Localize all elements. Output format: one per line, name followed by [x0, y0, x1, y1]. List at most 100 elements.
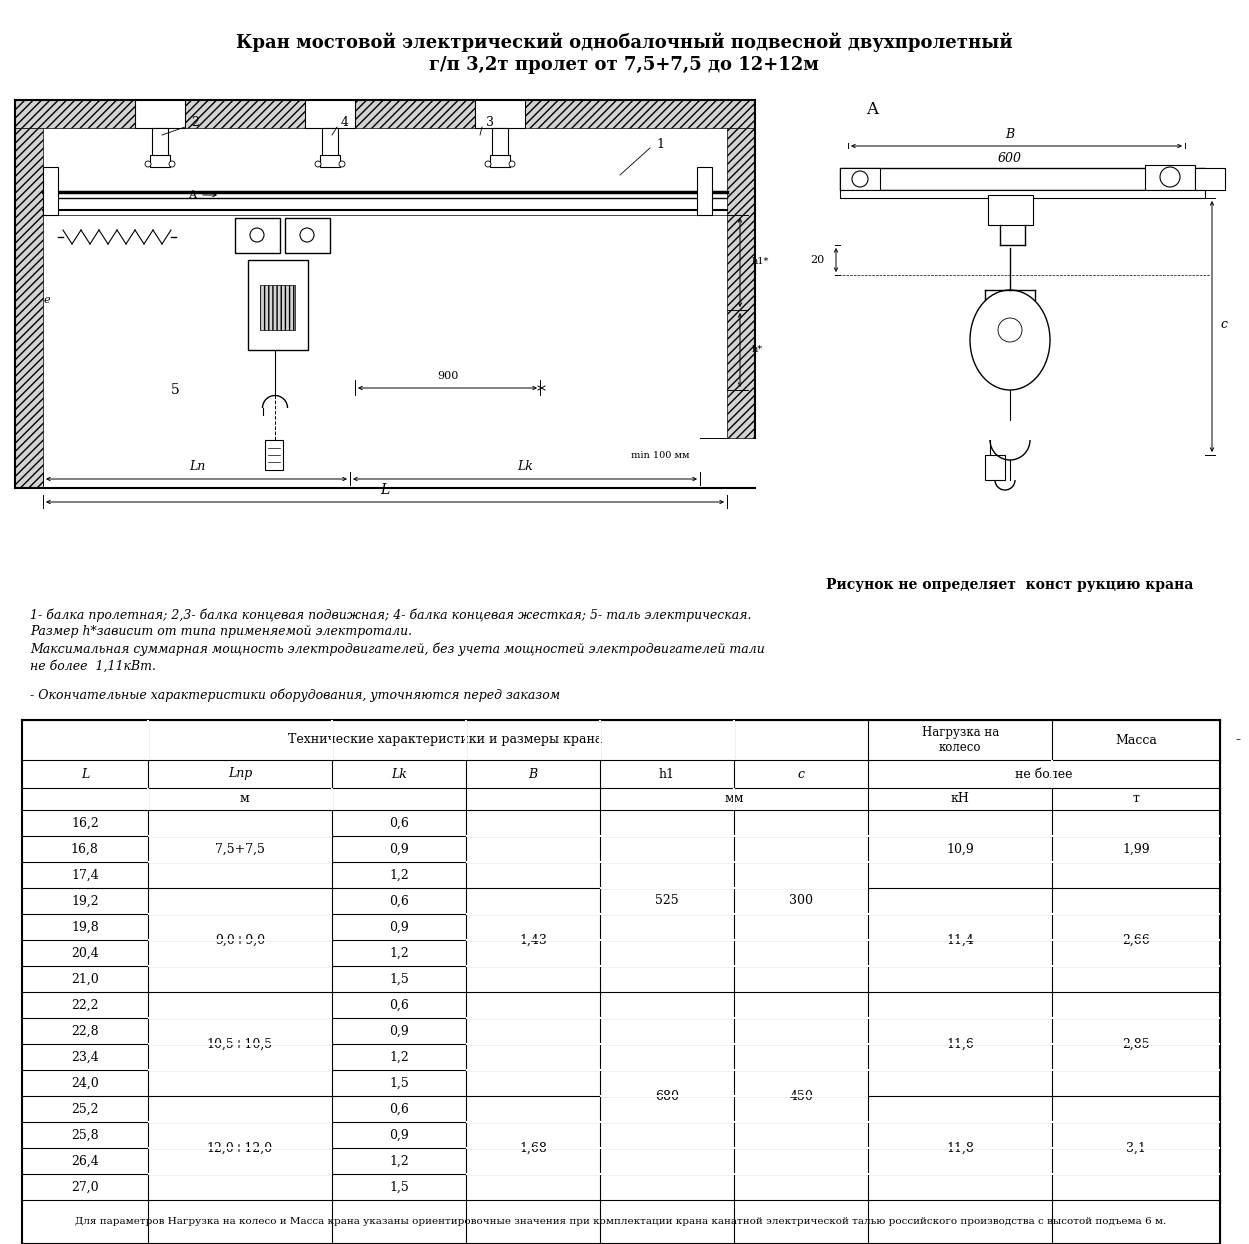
- Text: 1,2: 1,2: [390, 868, 408, 882]
- Text: Масса: Масса: [1115, 734, 1157, 746]
- Text: м: м: [239, 792, 249, 806]
- Text: Размер h*зависит от типа применяемой электротали.: Размер h*зависит от типа применяемой эле…: [30, 626, 412, 638]
- Text: min 100 мм: min 100 мм: [631, 452, 689, 460]
- Text: Lk: Lk: [517, 460, 533, 474]
- Bar: [841, 168, 1205, 190]
- Text: Кран мостовой электрический однобалочный подвесной двухпролетный: Кран мостовой электрический однобалочный…: [236, 32, 1012, 52]
- Text: 19,8: 19,8: [71, 921, 99, 933]
- Text: 25,2: 25,2: [71, 1102, 99, 1116]
- Bar: [15, 128, 42, 488]
- Text: кН: кН: [950, 792, 969, 806]
- Text: г/п 3,2т пролет от 7,5+7,5 до 12+12м: г/п 3,2т пролет от 7,5+7,5 до 12+12м: [430, 56, 819, 73]
- Text: 1,5: 1,5: [390, 1181, 408, 1193]
- Bar: [727, 128, 754, 438]
- Bar: [320, 156, 340, 167]
- Circle shape: [1160, 167, 1180, 187]
- Text: 1,68: 1,68: [520, 1142, 547, 1154]
- Text: 1,5: 1,5: [390, 1076, 408, 1090]
- Text: 0,9: 0,9: [390, 842, 408, 856]
- Text: 1,2: 1,2: [390, 1050, 408, 1064]
- Text: 20,4: 20,4: [71, 947, 99, 959]
- Text: h*: h*: [752, 346, 763, 355]
- Text: 24,0: 24,0: [71, 1076, 99, 1090]
- Text: -: -: [1235, 733, 1240, 746]
- Text: c: c: [1220, 318, 1227, 331]
- Text: 9,0+9,0: 9,0+9,0: [215, 933, 265, 947]
- Text: 10,5+10,5: 10,5+10,5: [207, 1037, 272, 1050]
- Text: 3,1: 3,1: [1127, 1142, 1147, 1154]
- Bar: [305, 100, 355, 128]
- Bar: [135, 100, 185, 128]
- Bar: [42, 167, 57, 215]
- Text: т: т: [1133, 792, 1139, 806]
- Text: 17,4: 17,4: [71, 868, 99, 882]
- Text: 0,9: 0,9: [390, 921, 408, 933]
- Circle shape: [145, 160, 151, 167]
- Text: 1,2: 1,2: [390, 1154, 408, 1168]
- Text: A: A: [189, 190, 196, 200]
- Text: 1,99: 1,99: [1123, 842, 1150, 856]
- Text: 22,2: 22,2: [71, 999, 99, 1011]
- Text: h1*: h1*: [752, 258, 769, 266]
- Text: B: B: [1005, 128, 1014, 142]
- Text: 4: 4: [341, 117, 348, 129]
- Text: 0,6: 0,6: [388, 999, 408, 1011]
- Text: 27,0: 27,0: [71, 1181, 99, 1193]
- Text: 0,6: 0,6: [388, 1102, 408, 1116]
- Text: 300: 300: [789, 894, 813, 908]
- Circle shape: [998, 318, 1022, 342]
- Text: 1,43: 1,43: [520, 933, 547, 947]
- Bar: [265, 440, 284, 470]
- Bar: [985, 455, 1005, 480]
- Text: 25,8: 25,8: [71, 1128, 99, 1142]
- Bar: [235, 218, 280, 253]
- Text: 16,2: 16,2: [71, 816, 99, 830]
- Text: Для параметров Нагрузка на колесо и Масса крана указаны ориентировочные значения: Для параметров Нагрузка на колесо и Масс…: [75, 1218, 1167, 1227]
- Text: 11,6: 11,6: [947, 1037, 974, 1050]
- Text: L: L: [81, 768, 89, 780]
- Bar: [492, 128, 508, 158]
- Text: 2,85: 2,85: [1123, 1037, 1150, 1050]
- Text: 1: 1: [656, 138, 664, 152]
- Bar: [988, 195, 1033, 225]
- Text: 525: 525: [656, 894, 679, 908]
- Text: 0,6: 0,6: [388, 894, 408, 908]
- Bar: [841, 190, 1205, 198]
- Text: 23,4: 23,4: [71, 1050, 99, 1064]
- Text: не более  1,11кВт.: не более 1,11кВт.: [30, 659, 156, 673]
- Text: 5: 5: [171, 383, 180, 397]
- Text: Рисунок не определяет  конст рукцию крана: Рисунок не определяет конст рукцию крана: [827, 578, 1194, 592]
- Bar: [1145, 165, 1195, 190]
- Text: 600: 600: [998, 152, 1022, 164]
- Text: L: L: [381, 483, 390, 498]
- Bar: [841, 168, 881, 190]
- Bar: [697, 167, 712, 215]
- Text: 10,9: 10,9: [947, 842, 974, 856]
- Text: 11,8: 11,8: [947, 1142, 974, 1154]
- Text: 20: 20: [811, 255, 826, 265]
- Circle shape: [315, 160, 321, 167]
- Text: 450: 450: [789, 1090, 813, 1102]
- Circle shape: [300, 228, 313, 243]
- Circle shape: [250, 228, 264, 243]
- Text: 21,0: 21,0: [71, 973, 99, 985]
- Text: 2: 2: [191, 117, 199, 129]
- Bar: [15, 100, 754, 128]
- Text: c: c: [798, 768, 804, 780]
- Bar: [260, 285, 295, 330]
- Text: 2,66: 2,66: [1123, 933, 1150, 947]
- Circle shape: [338, 160, 345, 167]
- Circle shape: [852, 170, 868, 187]
- Text: 12,0+12,0: 12,0+12,0: [207, 1142, 272, 1154]
- Text: Lп: Lп: [189, 460, 205, 474]
- Circle shape: [485, 160, 491, 167]
- Circle shape: [510, 160, 515, 167]
- Text: e: e: [44, 295, 50, 305]
- Text: 680: 680: [654, 1090, 679, 1102]
- Bar: [322, 128, 338, 158]
- Text: B: B: [528, 768, 537, 780]
- Text: мм: мм: [724, 792, 744, 806]
- Bar: [249, 260, 309, 350]
- Text: 0,9: 0,9: [390, 1025, 408, 1037]
- Text: 19,2: 19,2: [71, 894, 99, 908]
